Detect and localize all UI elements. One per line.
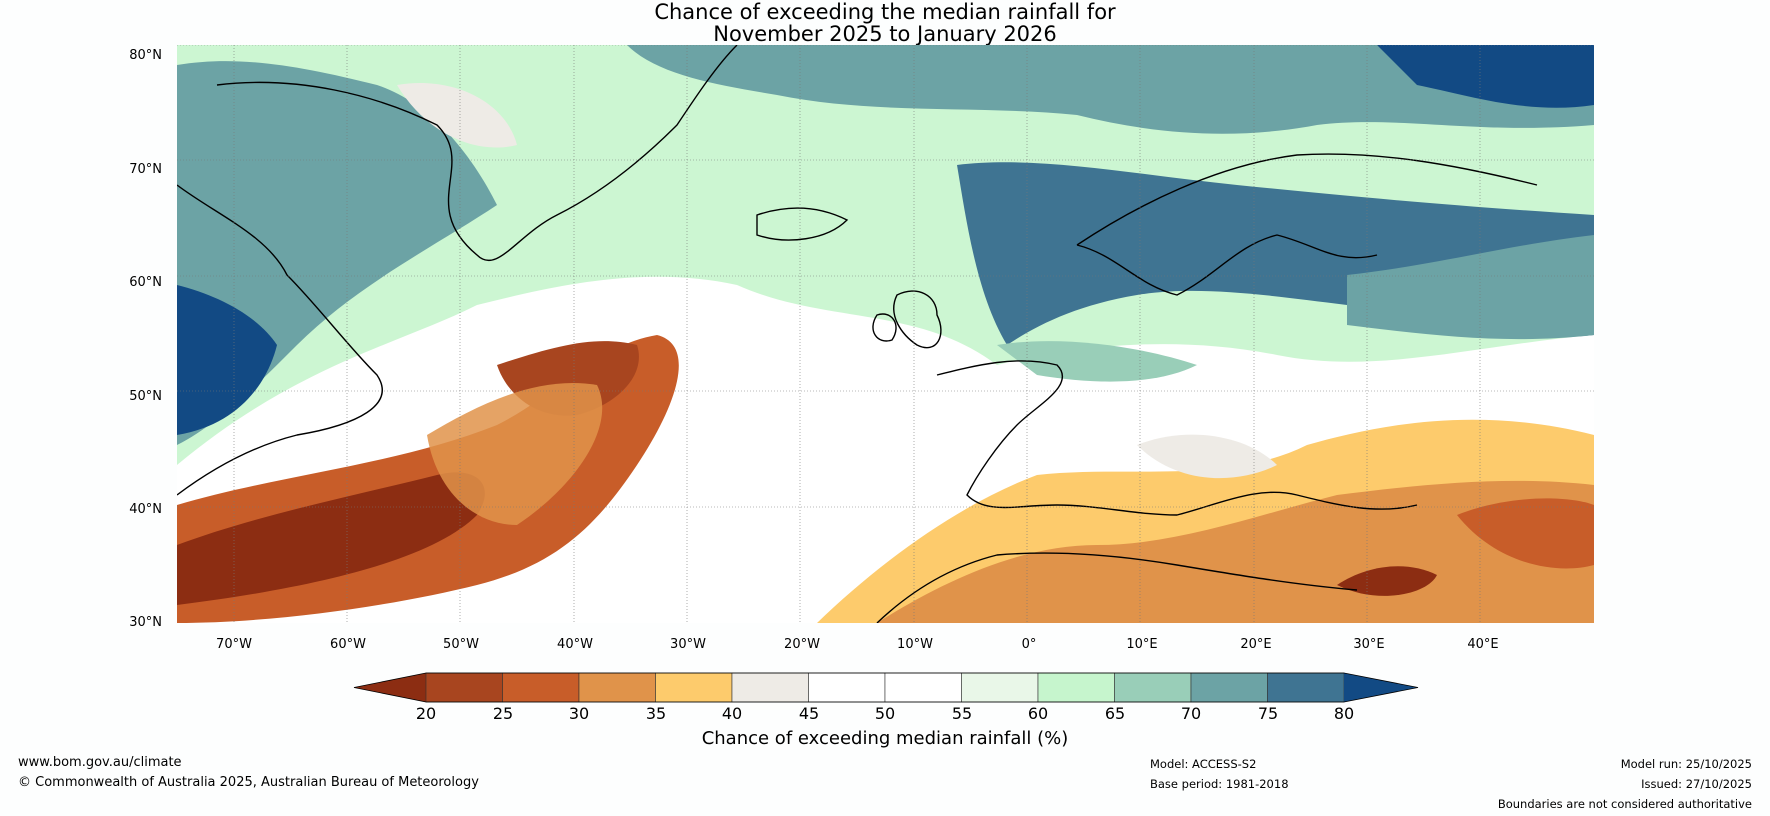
colorbar-bin-b75_80 (1267, 672, 1345, 703)
colorbar-bin-b65_70 (1114, 672, 1192, 703)
colorbar-bin-b70_75 (1190, 672, 1268, 703)
dry-region-med-25 (1457, 498, 1594, 569)
colorbar-tick-75: 75 (1257, 704, 1279, 723)
lat-label-30n: 30°N (129, 615, 162, 630)
lon-label-40w: 40°W (557, 637, 593, 652)
colorbar-tick-25: 25 (492, 704, 514, 723)
colorbar-tick-20: 20 (415, 704, 437, 723)
graticule (177, 45, 1594, 623)
neutral-region-1 (397, 83, 517, 148)
lon-label-60w: 60°W (330, 637, 366, 652)
dry-region-atlantic-core (177, 472, 485, 605)
footer-copyright: © Commonwealth of Australia 2025, Austra… (18, 775, 479, 790)
wet-region-70-north (627, 45, 1594, 134)
colorbar-bin-b40_45 (731, 672, 809, 703)
ireland-coast (872, 313, 897, 342)
lat-label-50n: 50°N (129, 389, 162, 404)
labrador-coast (177, 184, 383, 496)
colorbar-bin-b55_60 (961, 672, 1039, 703)
colorbar-bin-b25_30 (502, 672, 580, 703)
colorbar-bin-b20_25 (425, 672, 503, 703)
colorbar-under-triangle (354, 673, 426, 702)
colorbar-tick-60: 60 (1027, 704, 1049, 723)
footer-website: www.bom.gov.au/climate (18, 755, 182, 770)
colorbar-over-triangle (1344, 673, 1418, 702)
colorbar-bin-b30_35 (578, 672, 656, 703)
dry-region-med-core (1337, 566, 1437, 596)
colorbar-tick-40: 40 (721, 704, 743, 723)
map-title-line2: November 2025 to January 2026 (713, 22, 1057, 46)
colorbar-tick-65: 65 (1104, 704, 1126, 723)
lon-label-30w: 30°W (670, 637, 706, 652)
colorbar-tick-45: 45 (798, 704, 820, 723)
africa-coast (876, 552, 1358, 623)
colorbar-tick-80: 80 (1333, 704, 1355, 723)
colorbar-tick-55: 55 (951, 704, 973, 723)
colorbar-label: Chance of exceeding median rainfall (%) (701, 728, 1069, 749)
footer-model-run: Model run: 25/10/2025 (1620, 757, 1752, 771)
lat-label-60n: 60°N (129, 275, 162, 290)
british-isles-coast (893, 290, 942, 349)
wet-region-80-labrador (177, 285, 277, 435)
coastlines (177, 45, 1538, 623)
colorbar-bin-b35_40 (655, 672, 733, 703)
lon-label-70w: 70°W (216, 637, 252, 652)
greenland-coast (216, 45, 738, 262)
footer-issued: Issued: 27/10/2025 (1641, 777, 1752, 791)
footer-model: Model: ACCESS-S2 (1150, 757, 1257, 771)
rainfall-probability-map (177, 45, 1594, 623)
wet-region-60 (177, 45, 1594, 465)
lon-label-10w: 10°W (897, 637, 933, 652)
europe-coast (936, 360, 1418, 516)
wet-region-scandinavia-75 (1347, 235, 1594, 340)
colorbar-bin-b60_65 (1037, 672, 1115, 703)
wet-region-80-north (1377, 45, 1594, 108)
colorbar-outline (353, 672, 1419, 703)
map-title-line1: Chance of exceeding the median rainfall … (654, 0, 1116, 24)
colorbar-tick-30: 30 (568, 704, 590, 723)
footer-disclaimer: Boundaries are not considered authoritat… (1497, 797, 1752, 811)
colorbar-bin-b45_50 (808, 672, 886, 703)
colorbar-tick-70: 70 (1180, 704, 1202, 723)
neutral-region-2 (1137, 434, 1277, 479)
lat-label-80n: 80°N (129, 48, 162, 63)
lat-label-40n: 40°N (129, 502, 162, 517)
lon-label-30e: 30°E (1353, 637, 1385, 652)
iceland-coast (756, 207, 849, 241)
dry-region-amber (427, 383, 603, 525)
lon-label-10e: 10°E (1126, 637, 1158, 652)
lat-label-70n: 70°N (129, 162, 162, 177)
lon-label-50w: 50°W (443, 637, 479, 652)
colorbar-tick-50: 50 (874, 704, 896, 723)
lon-label-0: 0° (1021, 637, 1037, 652)
lon-label-20w: 20°W (784, 637, 820, 652)
colorbar-tick-35: 35 (645, 704, 667, 723)
footer-base-period: Base period: 1981-2018 (1150, 777, 1289, 791)
wet-region-65-europe (997, 341, 1197, 382)
lon-label-20e: 20°E (1240, 637, 1272, 652)
lon-label-40e: 40°E (1467, 637, 1499, 652)
scandinavia-coast (1076, 153, 1538, 296)
colorbar-bin-b50_55 (884, 672, 962, 703)
